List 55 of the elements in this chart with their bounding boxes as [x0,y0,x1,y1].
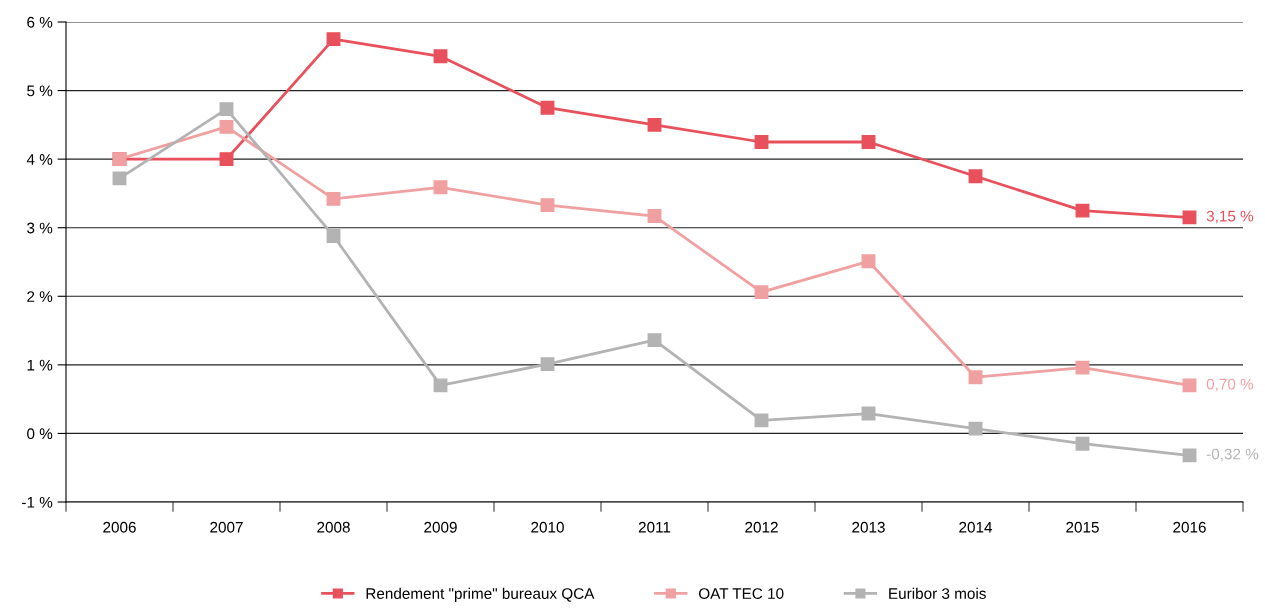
point [754,135,769,149]
point [540,100,555,115]
y-tick-label: 2 % [27,291,53,302]
y-tick-label: 1 % [27,359,53,371]
point [1075,436,1090,451]
point [326,228,341,243]
point [1182,378,1197,393]
data-label: -0,32 % [1206,448,1259,462]
point [1182,210,1197,225]
point [968,169,983,184]
data-label: 0,70 % [1206,378,1254,392]
point [219,102,234,117]
x-tick-label: 2014 [959,521,993,533]
y-tick-label: 3 % [27,222,53,234]
point [540,357,555,372]
point [433,180,448,195]
x-tick-label: 2010 [531,521,564,533]
y-tick-label: 5 % [27,85,53,97]
x-tick-label: 2013 [852,521,885,533]
point [754,285,769,300]
point [1075,203,1090,218]
x-tick-label: 2006 [103,521,136,533]
y-tick-label: 6 % [27,16,53,28]
point [540,198,555,213]
point [219,119,234,134]
point [326,191,341,206]
x-tick-label: 2007 [210,521,243,533]
point [647,333,662,348]
y-tick-label: 0 % [27,428,53,440]
point [326,32,341,47]
point [968,370,983,385]
point [433,49,448,64]
x-tick-label: 2009 [424,521,457,533]
data-label: 3,15 % [1206,210,1254,224]
x-tick-label: 2015 [1066,521,1099,533]
x-tick-label: 2008 [317,521,350,533]
legend-label: Rendement "prime" bureaux QCA [366,587,595,602]
x-tick-label: 2016 [1173,521,1206,533]
x-tick-label: 2012 [745,521,778,533]
point [754,413,769,428]
point [861,254,876,269]
legend-label: Euribor 3 mois [889,587,986,599]
point [112,171,127,186]
point [968,421,983,436]
point [1182,448,1197,463]
y-tick-label: -1 % [22,496,53,508]
point [647,117,662,132]
point [1075,360,1090,375]
legend-label: OAT TEC 10 [699,588,784,599]
x-tick-label: 2011 [638,521,671,533]
point [433,378,448,393]
point [861,135,876,149]
y-tick-label: 4 % [26,154,53,165]
point [647,209,662,224]
point [219,152,234,167]
